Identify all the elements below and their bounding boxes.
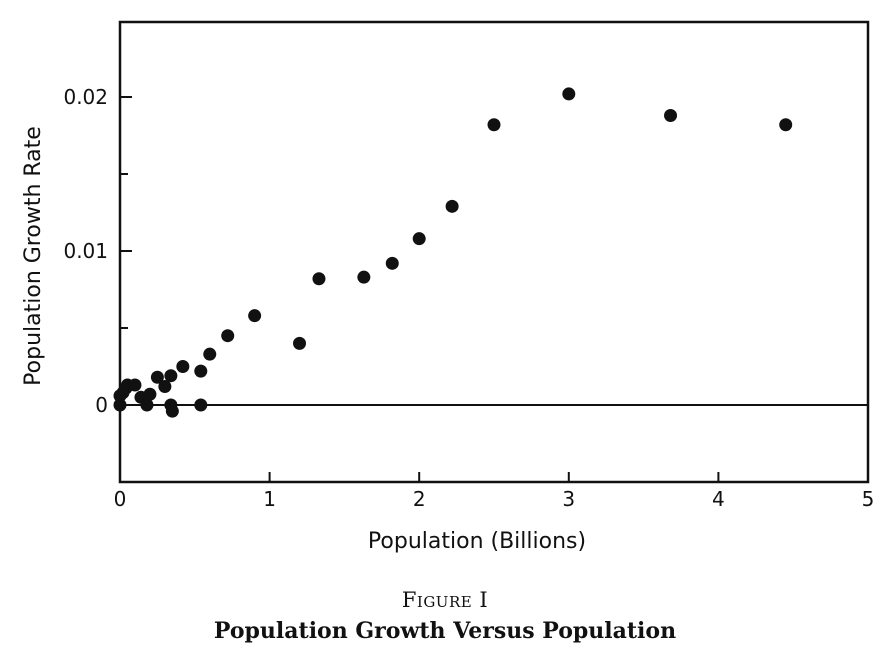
x-tick-label: 2 xyxy=(413,487,426,511)
data-point xyxy=(221,329,235,343)
data-point xyxy=(203,347,217,361)
figure-number: Figure I xyxy=(401,588,489,612)
x-tick-label: 4 xyxy=(712,487,725,511)
data-point xyxy=(487,118,501,132)
y-tick-label: 0.02 xyxy=(63,85,108,109)
data-point xyxy=(128,378,142,392)
x-tick-label: 0 xyxy=(114,487,127,511)
data-point xyxy=(140,398,154,412)
data-point xyxy=(150,370,164,384)
data-point xyxy=(143,387,157,401)
data-point xyxy=(165,404,179,418)
x-axis-ticks: 0 1 2 3 4 5 xyxy=(114,472,875,511)
data-point xyxy=(113,398,127,412)
data-point xyxy=(194,364,208,378)
scatter-chart: 0 1 2 3 4 5 0 0.01 0.02 Population (Billions) P… xyxy=(21,20,875,554)
y-tick-label: 0 xyxy=(95,393,108,417)
data-point xyxy=(385,256,399,270)
data-point xyxy=(176,360,190,373)
data-point xyxy=(779,118,793,132)
y-axis-ticks: 0 0.01 0.02 xyxy=(63,85,132,417)
data-point xyxy=(664,108,678,122)
data-point xyxy=(357,270,371,284)
data-points xyxy=(113,87,793,418)
data-point xyxy=(445,199,459,213)
data-point xyxy=(412,232,426,246)
x-tick-label: 1 xyxy=(263,487,276,511)
y-axis-title: Population Growth Rate xyxy=(21,126,46,386)
plot-frame xyxy=(118,20,870,484)
data-point xyxy=(562,87,576,101)
x-tick-label: 3 xyxy=(562,487,575,511)
data-point xyxy=(164,369,178,383)
data-point xyxy=(293,336,307,350)
data-point xyxy=(158,380,172,394)
data-point xyxy=(194,398,208,412)
x-axis-title: Population (Billions) xyxy=(368,529,586,554)
data-point xyxy=(248,309,262,323)
data-point xyxy=(312,272,326,286)
figure-title: Population Growth Versus Population xyxy=(213,618,677,644)
y-tick-label: 0.01 xyxy=(63,239,108,263)
x-tick-label: 5 xyxy=(862,487,875,511)
